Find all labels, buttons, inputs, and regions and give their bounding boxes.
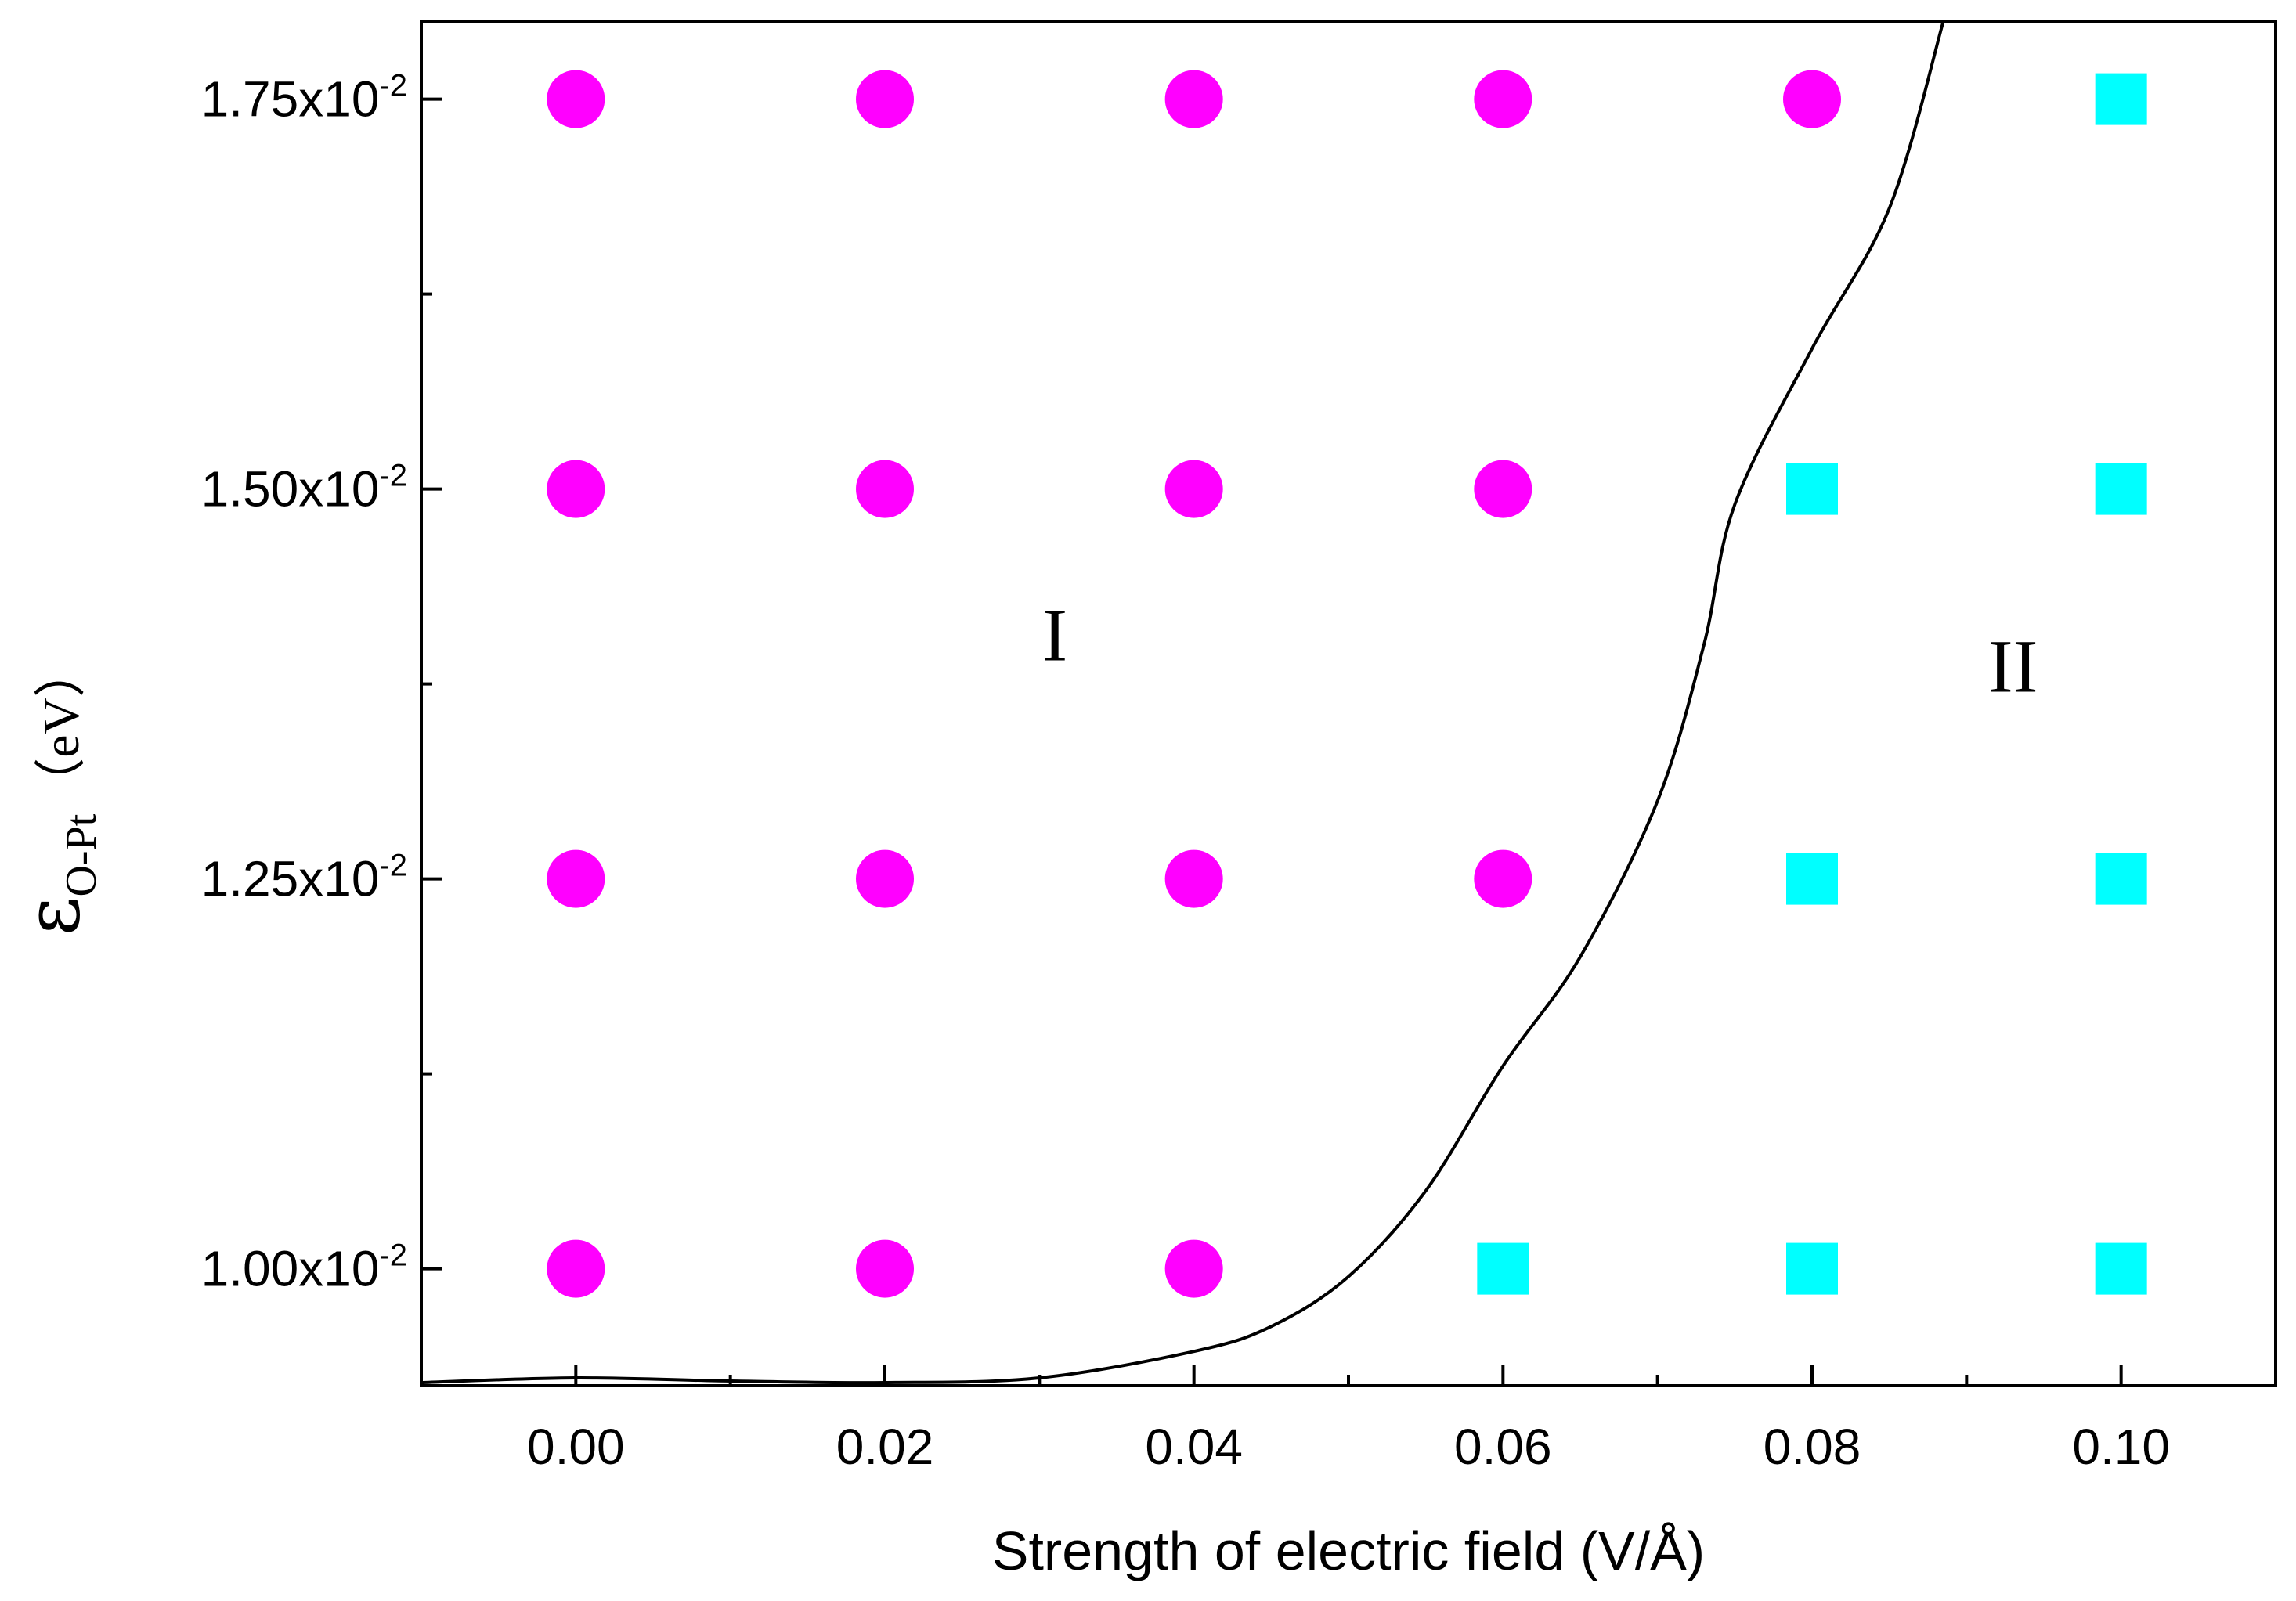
x-tick-label: 0.02 <box>836 1419 934 1475</box>
region-label: II <box>1988 625 2038 709</box>
y-axis-title: εO-Pt（eV） <box>9 646 106 936</box>
y-tick-label: 1.50x10-2 <box>201 459 407 517</box>
x-tick-label: 0.04 <box>1145 1419 1243 1475</box>
point-circle-magenta <box>1474 849 1532 908</box>
point-circle-magenta <box>1164 460 1223 518</box>
y-tick-label: 1.00x10-2 <box>201 1239 407 1297</box>
y-axis-subscript: O-Pt <box>57 813 106 896</box>
point-circle-magenta <box>1474 460 1532 518</box>
point-square-cyan <box>1786 463 1838 515</box>
point-circle-magenta <box>547 70 605 128</box>
svg-text:εO-Pt（eV）: εO-Pt（eV） <box>9 646 106 936</box>
point-circle-magenta <box>856 460 914 518</box>
x-tick-label: 0.06 <box>1454 1419 1552 1475</box>
point-square-cyan <box>2095 73 2147 125</box>
x-axis-title: Strength of electric field (V/Å) <box>992 1520 1705 1581</box>
y-tick-label: 1.75x10-2 <box>201 69 407 128</box>
y-axis-symbol: ε <box>9 897 96 936</box>
point-square-cyan <box>1786 1242 1838 1295</box>
x-tick-label: 0.00 <box>527 1419 625 1475</box>
point-circle-magenta <box>1474 70 1532 128</box>
point-circle-magenta <box>547 460 605 518</box>
point-circle-magenta <box>1164 849 1223 908</box>
point-circle-magenta <box>547 1239 605 1298</box>
point-circle-magenta <box>1164 70 1223 128</box>
x-tick-label: 0.08 <box>1764 1419 1861 1475</box>
point-circle-magenta <box>1783 70 1841 128</box>
point-circle-magenta <box>856 1239 914 1298</box>
point-square-cyan <box>1786 853 1838 905</box>
boundary-curve <box>421 21 1945 1385</box>
point-square-cyan <box>1477 1242 1529 1295</box>
point-circle-magenta <box>856 70 914 128</box>
x-tick-label: 0.10 <box>2072 1419 2170 1475</box>
point-square-cyan <box>2095 853 2147 905</box>
point-circle-magenta <box>1164 1239 1223 1298</box>
region-label: I <box>1042 593 1067 677</box>
point-square-cyan <box>2095 463 2147 515</box>
point-circle-magenta <box>856 849 914 908</box>
y-axis-unit: （eV） <box>33 646 90 810</box>
point-square-cyan <box>2095 1242 2147 1295</box>
y-tick-label: 1.25x10-2 <box>201 849 407 907</box>
point-circle-magenta <box>547 849 605 908</box>
